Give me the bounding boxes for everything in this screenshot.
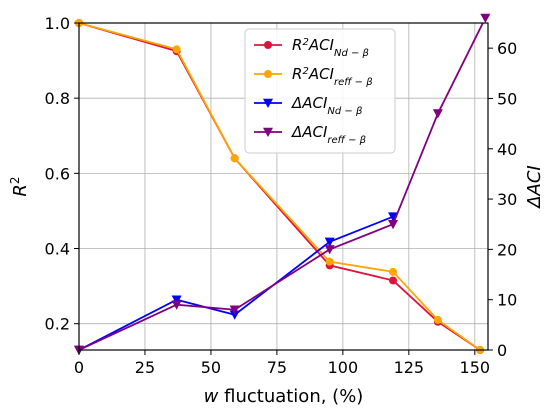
data-point (229, 310, 240, 320)
data-point (388, 219, 399, 230)
legend-marker (263, 98, 273, 108)
data-point (172, 45, 181, 54)
series-markers (75, 19, 485, 354)
series-line (79, 215, 394, 350)
x-tick-label: 125 (394, 358, 425, 377)
legend-item: ΔACINd − β (254, 94, 363, 117)
left-axis-label: R2 (8, 176, 31, 196)
left-axis-ticks: 0.2 0.4 0.6 0.8 1.0 (45, 14, 79, 334)
right-tick-label: 50 (497, 89, 517, 108)
x-axis-label-italic: w (204, 386, 219, 407)
legend: R2ACINd − β R2ACIreff − β ΔACINd − β ΔACIre… (244, 28, 396, 154)
data-point (432, 109, 443, 119)
right-tick-label: 60 (497, 39, 517, 58)
data-point (388, 212, 399, 222)
x-tick-label: 50 (201, 358, 221, 377)
x-tick-label: 0 (74, 358, 84, 377)
series-2 (79, 215, 394, 350)
data-point (230, 154, 239, 163)
data-point (389, 267, 398, 276)
data-point (389, 276, 398, 285)
right-tick-label: 0 (497, 341, 507, 360)
x-tick-label: 75 (267, 358, 287, 377)
right-tick-label: 40 (497, 140, 517, 159)
data-point (480, 13, 491, 23)
right-axis-label: ΔACI (524, 165, 545, 210)
right-tick-label: 20 (497, 240, 517, 259)
left-tick-label: 0.2 (45, 315, 70, 334)
right-tick-label: 30 (497, 190, 517, 209)
data-point (324, 237, 335, 247)
legend-label: ΔACIreff − β (291, 123, 367, 146)
legend-item: R2ACINd − β (254, 36, 370, 59)
legend-marker (264, 41, 272, 49)
left-tick-label: 0.6 (45, 164, 70, 183)
right-axis-ticks: 0 10 20 30 40 50 60 (488, 39, 517, 360)
data-point (171, 300, 182, 310)
x-tick-label: 25 (135, 358, 155, 377)
data-point (325, 257, 334, 266)
left-axis-label-main: R (10, 184, 31, 197)
x-tick-label: 150 (460, 358, 491, 377)
x-axis-label: w fluctuation, (%) (204, 386, 364, 407)
legend-label: R2ACIreff − β (292, 65, 373, 88)
data-point (229, 305, 240, 315)
legend-marker (264, 70, 272, 78)
left-axis-label-sup: 2 (8, 176, 22, 184)
legend-item: R2ACIreff − β (254, 65, 373, 88)
left-tick-label: 0.8 (45, 89, 70, 108)
legend-label: R2ACINd − β (292, 36, 370, 59)
plot-frame (78, 22, 489, 351)
legend-box (244, 28, 396, 154)
x-tick-label: 100 (328, 358, 359, 377)
left-tick-label: 0.4 (45, 240, 70, 259)
data-point (324, 245, 335, 255)
right-tick-label: 10 (497, 291, 517, 310)
x-axis-label-text: fluctuation, (%) (218, 386, 363, 407)
legend-item: ΔACIreff − β (254, 123, 367, 146)
legend-marker (263, 127, 273, 137)
legend-label: ΔACINd − β (291, 94, 363, 117)
left-tick-label: 1.0 (45, 14, 70, 33)
x-axis-ticks: 0 25 50 75 100 125 150 (74, 350, 490, 377)
data-point (433, 315, 442, 324)
data-point (171, 295, 182, 305)
series-layer (74, 13, 491, 355)
